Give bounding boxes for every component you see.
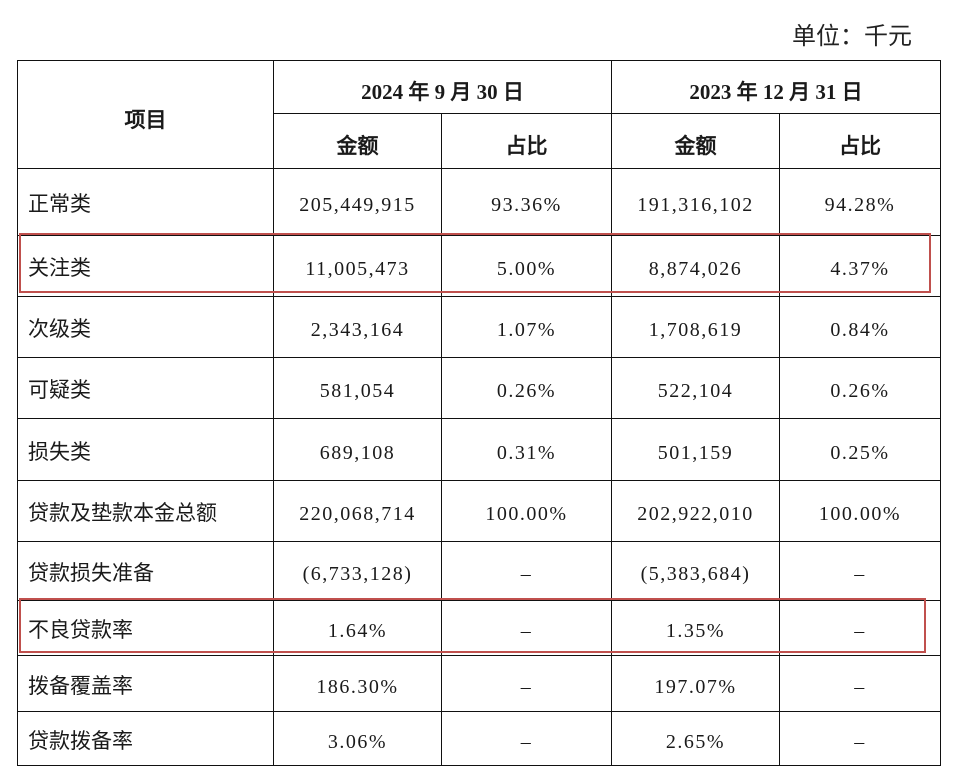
cell-ratio-2023: 94.28% bbox=[779, 168, 941, 236]
cell-ratio-2023: – bbox=[779, 711, 941, 766]
table-row: 损失类 689,108 0.31% 501,159 0.25% bbox=[17, 418, 941, 481]
cell-ratio-2024: – bbox=[441, 711, 612, 766]
cell-amount-2024: 689,108 bbox=[273, 418, 442, 481]
cell-amount-2024: 3.06% bbox=[273, 711, 442, 766]
cell-ratio-2023: 4.37% bbox=[779, 235, 941, 297]
cell-ratio-2024: 100.00% bbox=[441, 480, 612, 542]
cell-amount-2024: 1.64% bbox=[273, 600, 442, 656]
table-row: 贷款拨备率 3.06% – 2.65% – bbox=[17, 711, 941, 766]
cell-amount-2024: 2,343,164 bbox=[273, 296, 442, 358]
cell-amount-2024: (6,733,128) bbox=[273, 541, 442, 601]
cell-amount-2023: 197.07% bbox=[611, 655, 780, 712]
cell-amount-2023: 2.65% bbox=[611, 711, 780, 766]
cell-amount-2023: (5,383,684) bbox=[611, 541, 780, 601]
cell-amount-2023: 202,922,010 bbox=[611, 480, 780, 542]
cell-amount-2024: 205,449,915 bbox=[273, 168, 442, 236]
cell-ratio-2023: 0.25% bbox=[779, 418, 941, 481]
cell-item: 拨备覆盖率 bbox=[17, 655, 274, 712]
table-row: 不良贷款率 1.64% – 1.35% – bbox=[17, 600, 941, 656]
cell-ratio-2023: – bbox=[779, 541, 941, 601]
cell-ratio-2023: 100.00% bbox=[779, 480, 941, 542]
table-row: 正常类 205,449,915 93.36% 191,316,102 94.28… bbox=[17, 168, 941, 236]
cell-ratio-2024: – bbox=[441, 600, 612, 656]
table-row: 次级类 2,343,164 1.07% 1,708,619 0.84% bbox=[17, 296, 941, 358]
cell-item: 次级类 bbox=[17, 296, 274, 358]
cell-item: 损失类 bbox=[17, 418, 274, 481]
table-row: 可疑类 581,054 0.26% 522,104 0.26% bbox=[17, 357, 941, 419]
cell-amount-2023: 8,874,026 bbox=[611, 235, 780, 297]
cell-amount-2023: 522,104 bbox=[611, 357, 780, 419]
header-row-periods: 项目 2024 年 9 月 30 日 2023 年 12 月 31 日 bbox=[17, 60, 941, 169]
cell-ratio-2024: 0.31% bbox=[441, 418, 612, 481]
table-row: 贷款及垫款本金总额 220,068,714 100.00% 202,922,01… bbox=[17, 480, 941, 542]
cell-amount-2023: 191,316,102 bbox=[611, 168, 780, 236]
header-amount-2023: 金额 bbox=[611, 113, 780, 169]
cell-ratio-2024: 0.26% bbox=[441, 357, 612, 419]
cell-amount-2023: 1.35% bbox=[611, 600, 780, 656]
cell-item: 正常类 bbox=[17, 168, 274, 236]
cell-ratio-2024: – bbox=[441, 541, 612, 601]
table-row: 贷款损失准备 (6,733,128) – (5,383,684) – bbox=[17, 541, 941, 601]
unit-label: 单位：千元 bbox=[792, 24, 912, 50]
cell-ratio-2023: 0.84% bbox=[779, 296, 941, 358]
cell-amount-2024: 186.30% bbox=[273, 655, 442, 712]
header-ratio-2023: 占比 bbox=[779, 113, 941, 169]
cell-ratio-2024: 5.00% bbox=[441, 235, 612, 297]
header-period-2023: 2023 年 12 月 31 日 bbox=[611, 60, 941, 114]
cell-ratio-2023: – bbox=[779, 600, 941, 656]
loan-classification-table: 项目 2024 年 9 月 30 日 2023 年 12 月 31 日 金额 占… bbox=[17, 60, 941, 766]
cell-amount-2023: 1,708,619 bbox=[611, 296, 780, 358]
cell-ratio-2023: 0.26% bbox=[779, 357, 941, 419]
header-period-2024: 2024 年 9 月 30 日 bbox=[273, 60, 612, 114]
cell-ratio-2024: – bbox=[441, 655, 612, 712]
cell-ratio-2024: 93.36% bbox=[441, 168, 612, 236]
table-row: 关注类 11,005,473 5.00% 8,874,026 4.37% bbox=[17, 235, 941, 297]
cell-ratio-2024: 1.07% bbox=[441, 296, 612, 358]
cell-item: 贷款拨备率 bbox=[17, 711, 274, 766]
cell-item: 不良贷款率 bbox=[17, 600, 274, 656]
cell-amount-2024: 11,005,473 bbox=[273, 235, 442, 297]
cell-amount-2024: 220,068,714 bbox=[273, 480, 442, 542]
cell-item: 关注类 bbox=[17, 235, 274, 297]
cell-item: 可疑类 bbox=[17, 357, 274, 419]
cell-item: 贷款及垫款本金总额 bbox=[17, 480, 274, 542]
cell-ratio-2023: – bbox=[779, 655, 941, 712]
table-row: 拨备覆盖率 186.30% – 197.07% – bbox=[17, 655, 941, 712]
cell-item: 贷款损失准备 bbox=[17, 541, 274, 601]
header-amount-2024: 金额 bbox=[273, 113, 442, 169]
cell-amount-2024: 581,054 bbox=[273, 357, 442, 419]
cell-amount-2023: 501,159 bbox=[611, 418, 780, 481]
header-item: 项目 bbox=[17, 60, 274, 169]
header-ratio-2024: 占比 bbox=[441, 113, 612, 169]
